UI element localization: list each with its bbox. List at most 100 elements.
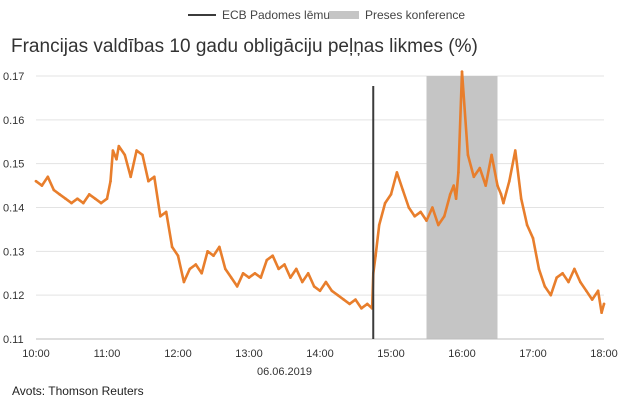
yield-data-point bbox=[224, 267, 227, 271]
yield-data-point bbox=[383, 201, 387, 205]
chart-title: Francijas valdības 10 gadu obligāciju pe… bbox=[11, 36, 478, 57]
yield-data-point bbox=[129, 175, 132, 179]
yield-data-point bbox=[82, 201, 85, 205]
yield-data-point bbox=[377, 223, 381, 227]
yield-data-point bbox=[366, 302, 369, 306]
yield-data-point bbox=[188, 267, 192, 271]
yield-data-point bbox=[34, 179, 38, 183]
yield-data-point bbox=[93, 197, 97, 201]
yield-data-point bbox=[531, 236, 535, 240]
legend-press-swatch bbox=[329, 11, 359, 19]
yield-data-point bbox=[537, 267, 541, 271]
yield-data-point bbox=[147, 179, 150, 183]
x-tick-label: 14:00 bbox=[306, 348, 334, 360]
yield-data-point bbox=[573, 267, 576, 271]
yield-data-point bbox=[123, 153, 127, 157]
yield-data-point bbox=[596, 289, 600, 293]
legend-decision-label: ECB Padomes lēmums bbox=[222, 8, 347, 22]
yield-data-point bbox=[348, 302, 351, 306]
legend-item-decision: ECB Padomes lēmums bbox=[188, 8, 346, 22]
yield-data-point bbox=[555, 276, 558, 279]
yield-data-point bbox=[99, 201, 103, 205]
press-conference-band bbox=[426, 76, 498, 339]
x-tick-label: 13:00 bbox=[235, 348, 263, 360]
yield-data-point bbox=[117, 144, 121, 148]
source-note: Avots: Thomson Reuters bbox=[12, 384, 144, 398]
yield-data-point bbox=[46, 175, 50, 179]
yield-data-point bbox=[70, 201, 73, 205]
yield-data-point bbox=[164, 210, 168, 214]
yield-data-point bbox=[590, 298, 594, 301]
yield-data-point bbox=[484, 184, 487, 187]
yield-data-point bbox=[425, 219, 428, 222]
yield-data-point bbox=[567, 280, 570, 284]
yield-data-point bbox=[52, 188, 56, 192]
yield-data-point bbox=[508, 179, 511, 183]
yield-data-point bbox=[182, 280, 186, 284]
x-tick-label: 17:00 bbox=[519, 348, 547, 360]
yield-data-point bbox=[395, 171, 399, 174]
yield-data-point bbox=[271, 254, 274, 258]
yield-data-point bbox=[513, 149, 517, 152]
yield-data-point bbox=[176, 254, 180, 258]
yield-data-point bbox=[283, 263, 286, 266]
yield-data-point bbox=[431, 206, 434, 209]
x-tick-label: 16:00 bbox=[448, 348, 476, 360]
yield-data-point bbox=[105, 197, 109, 201]
yield-data-point bbox=[259, 276, 263, 279]
yield-data-point bbox=[295, 267, 298, 271]
yield-data-point bbox=[354, 298, 357, 301]
yield-data-point bbox=[64, 197, 67, 201]
y-tick-label: 0.17 bbox=[3, 71, 24, 83]
yield-data-point bbox=[247, 276, 251, 279]
yield-data-point bbox=[457, 171, 460, 174]
y-tick-label: 0.15 bbox=[3, 159, 24, 171]
yield-data-point bbox=[158, 214, 162, 218]
yield-data-point bbox=[300, 280, 304, 284]
yield-data-point bbox=[330, 289, 334, 293]
yield-data-point bbox=[336, 293, 340, 297]
x-tick-label: 18:00 bbox=[590, 348, 618, 360]
x-tick-label: 12:00 bbox=[164, 348, 192, 360]
yield-data-point bbox=[496, 184, 499, 187]
yield-data-point bbox=[499, 193, 503, 196]
legend-decision-swatch bbox=[188, 14, 216, 16]
y-tick-label: 0.11 bbox=[3, 334, 24, 346]
yield-data-point bbox=[466, 153, 470, 157]
yield-data-point bbox=[360, 307, 363, 310]
yield-data-point bbox=[115, 157, 118, 161]
yield-data-point bbox=[277, 267, 280, 271]
yield-data-point bbox=[40, 184, 44, 187]
yield-data-point bbox=[448, 193, 452, 196]
yield-data-point bbox=[212, 254, 215, 258]
yield-data-point bbox=[442, 214, 446, 218]
yield-data-point bbox=[206, 250, 209, 253]
yield-data-point bbox=[600, 311, 603, 315]
yield-data-point bbox=[318, 289, 322, 293]
yield-data-point bbox=[413, 214, 416, 218]
legend-item-press: Preses konference bbox=[329, 8, 465, 22]
yield-data-point bbox=[519, 197, 523, 201]
yield-data-point bbox=[324, 280, 328, 284]
yield-data-point bbox=[109, 179, 112, 183]
yield-data-point bbox=[437, 223, 440, 227]
x-tick-label: 11:00 bbox=[94, 348, 121, 360]
y-tick-label: 0.13 bbox=[3, 246, 24, 258]
yield-data-point bbox=[579, 280, 582, 284]
yield-data-point bbox=[584, 289, 588, 293]
yield-data-point bbox=[241, 271, 245, 275]
yield-data-point bbox=[452, 184, 456, 187]
x-tick-label: 15:00 bbox=[377, 348, 405, 360]
yield-data-point bbox=[153, 175, 156, 179]
y-tick-label: 0.16 bbox=[3, 115, 24, 127]
yield-data-point bbox=[602, 302, 606, 306]
yield-data-point bbox=[253, 271, 257, 275]
yield-data-point bbox=[135, 149, 138, 152]
yield-data-point bbox=[525, 223, 529, 227]
y-tick-label: 0.12 bbox=[3, 290, 24, 302]
y-tick-label: 0.14 bbox=[3, 203, 24, 215]
yield-data-point bbox=[265, 258, 269, 262]
yield-data-point bbox=[478, 166, 482, 170]
yield-data-point bbox=[229, 276, 233, 279]
